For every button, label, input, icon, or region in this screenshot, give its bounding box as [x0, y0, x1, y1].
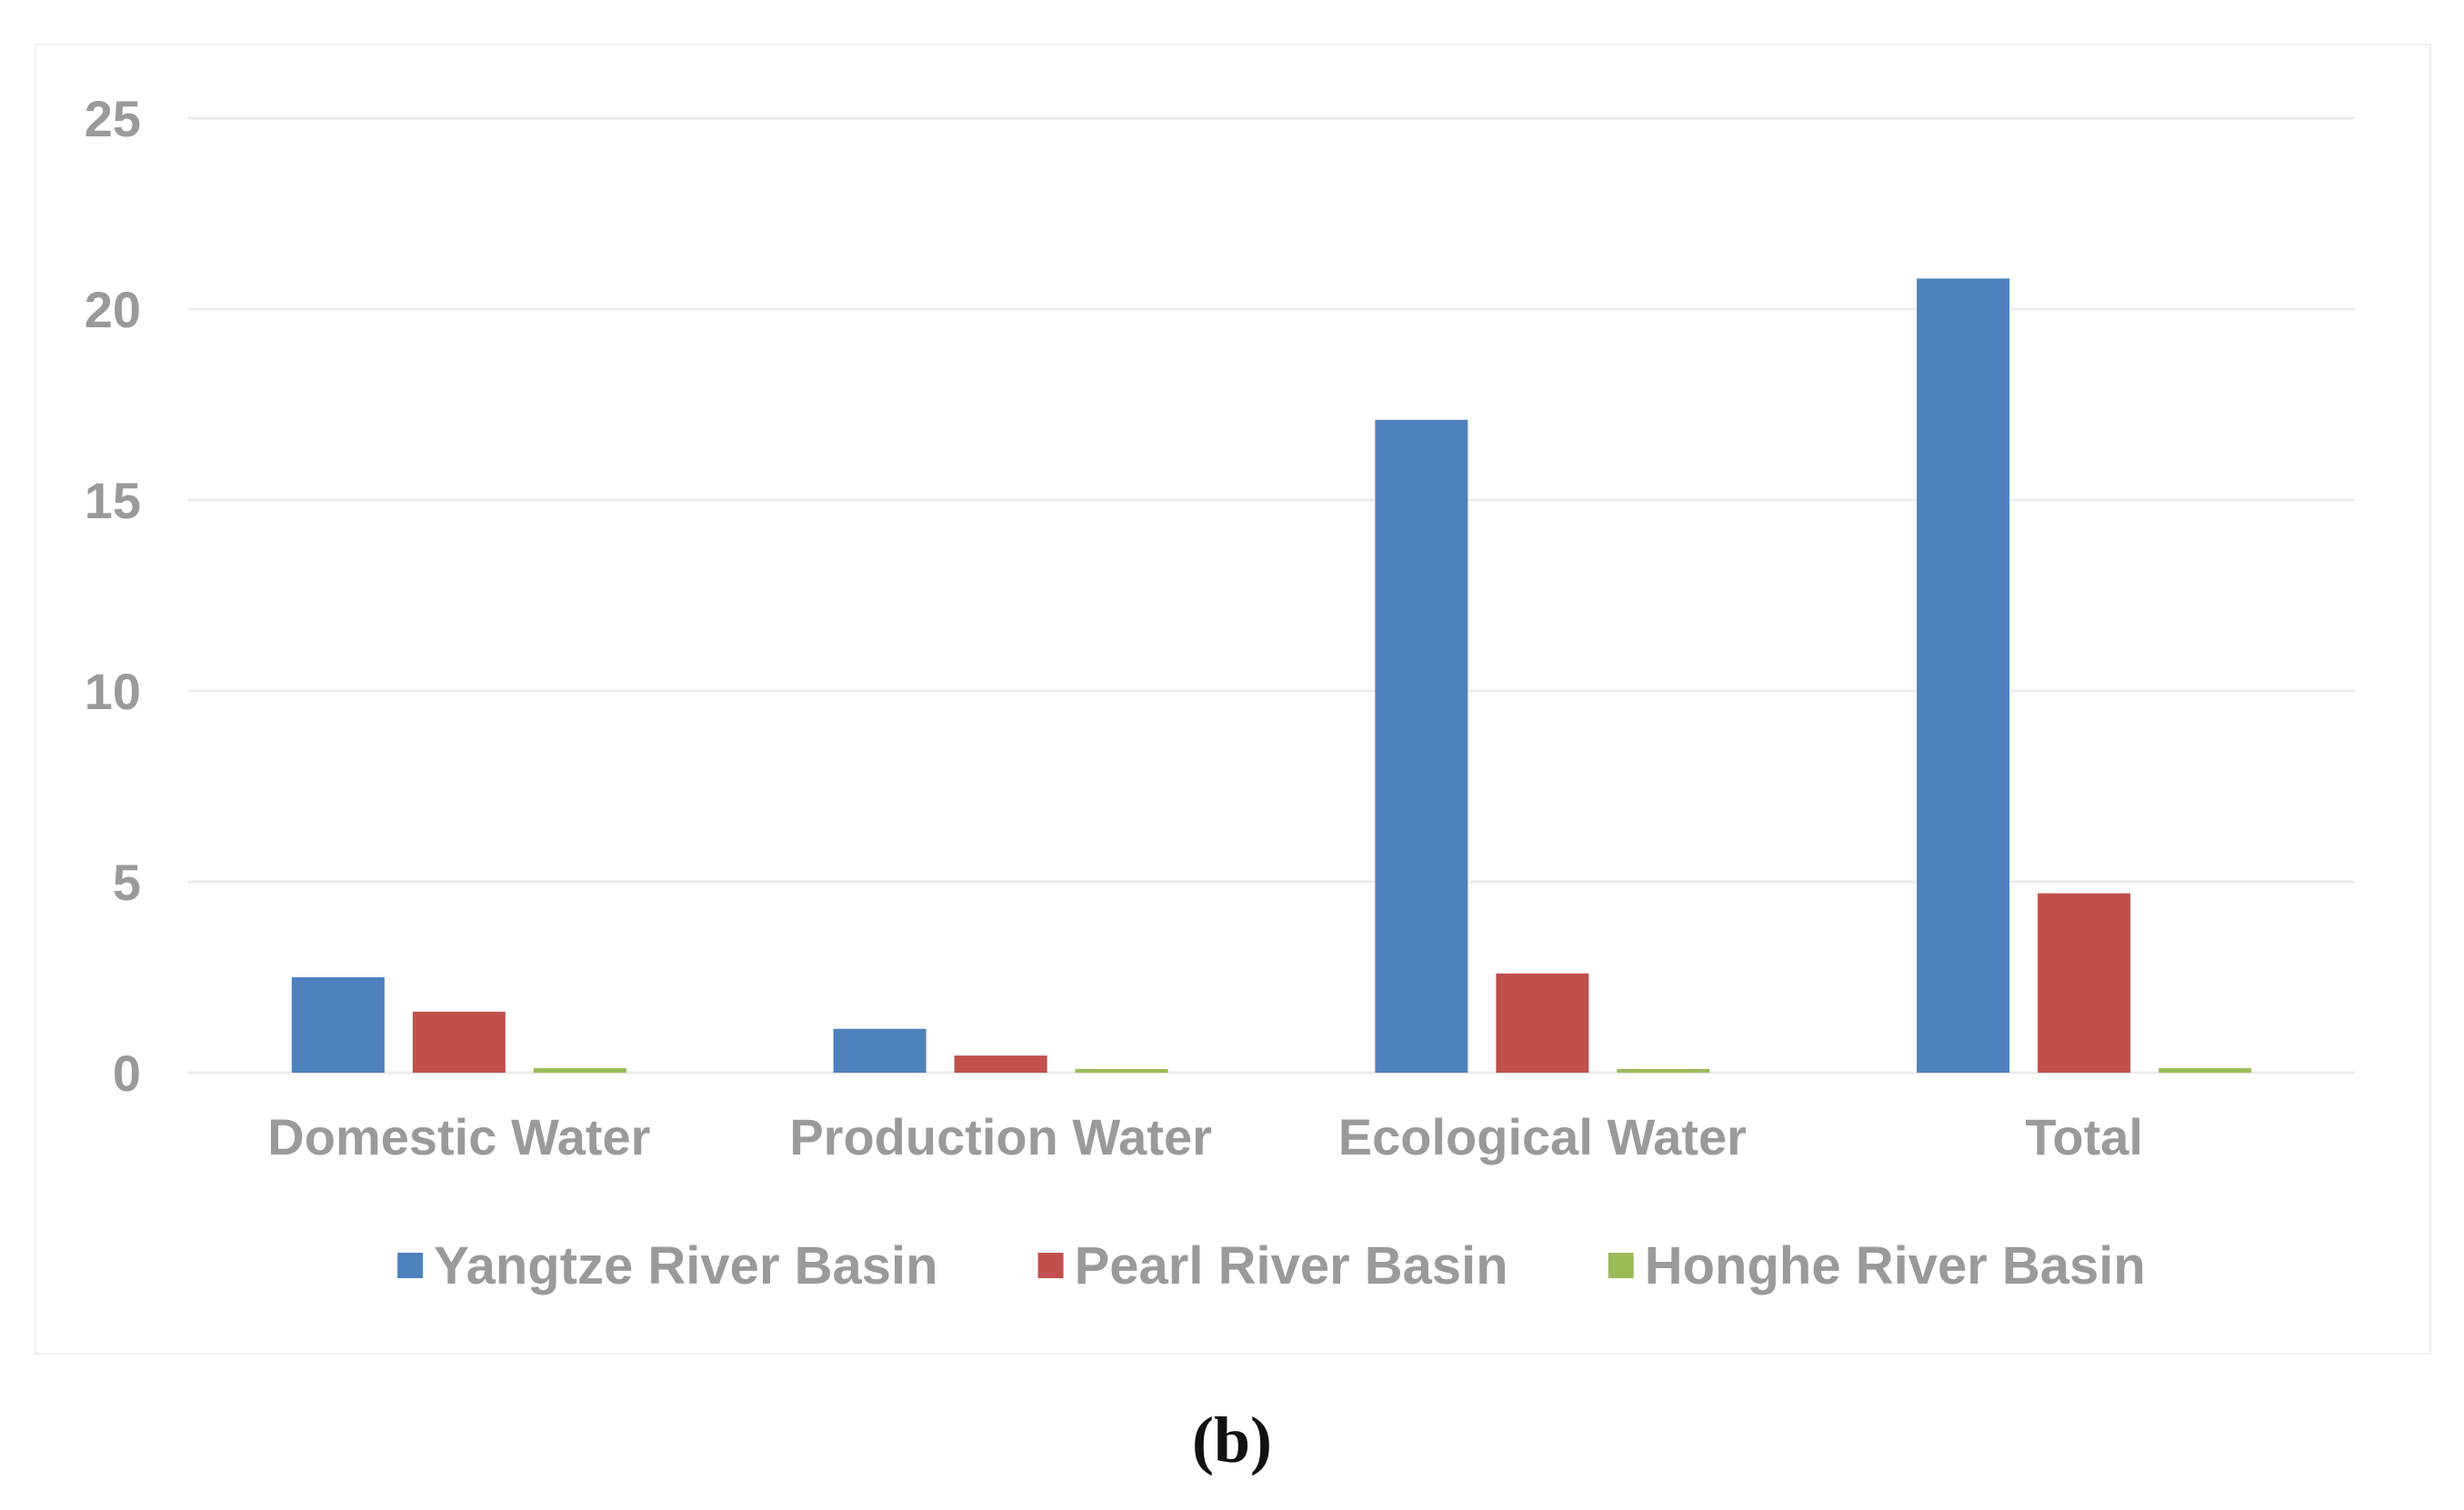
y-axis: 0 5 10 15 20 25 — [85, 90, 141, 1102]
y-tick-label: 25 — [85, 90, 141, 147]
y-tick-label: 5 — [113, 854, 141, 911]
legend-swatch — [1037, 1253, 1064, 1278]
x-tick-label: Ecological Water — [1338, 1108, 1747, 1165]
gridlines — [188, 116, 2355, 1075]
bar-pearl-river-basin-domestic-water — [412, 1011, 506, 1073]
bar-yangtze-river-basin-total — [1917, 278, 2010, 1073]
bar-yangtze-river-basin-production-water — [833, 1028, 927, 1073]
bar-pearl-river-basin-production-water — [954, 1055, 1047, 1073]
y-tick-label: 0 — [113, 1045, 141, 1102]
bar-yangtze-river-basin-ecological-water — [1375, 419, 1468, 1073]
bars — [291, 278, 2252, 1073]
legend: Yangtze River Basin Pearl River Basin Hong… — [397, 1236, 2146, 1295]
bar-yangtze-river-basin-domestic-water — [291, 977, 385, 1073]
bar-honghe-river-basin-total — [2159, 1067, 2252, 1073]
bar-honghe-river-basin-ecological-water — [1617, 1068, 1710, 1073]
legend-swatch — [1608, 1253, 1634, 1278]
bar-pearl-river-basin-ecological-water — [1496, 973, 1589, 1073]
legend-label: Yangtze River Basin — [434, 1236, 937, 1295]
x-tick-label: Production Water — [789, 1108, 1212, 1165]
legend-swatch — [397, 1253, 424, 1278]
legend-label: Honghe River Basin — [1645, 1236, 2146, 1295]
y-tick-label: 20 — [85, 281, 141, 338]
figure-caption: (b) — [1192, 1404, 1272, 1476]
bar-honghe-river-basin-domestic-water — [533, 1067, 626, 1073]
bar-honghe-river-basin-production-water — [1075, 1068, 1168, 1073]
legend-label: Pearl River Basin — [1075, 1236, 1508, 1295]
chart-frame — [35, 44, 2431, 1355]
bar-pearl-river-basin-total — [2038, 893, 2131, 1073]
x-axis: Domestic Water Production Water Ecological… — [267, 1108, 2143, 1165]
x-tick-label: Total — [2025, 1108, 2143, 1165]
x-tick-label: Domestic Water — [267, 1108, 650, 1165]
y-tick-label: 15 — [85, 472, 141, 529]
y-tick-label: 10 — [85, 663, 141, 720]
